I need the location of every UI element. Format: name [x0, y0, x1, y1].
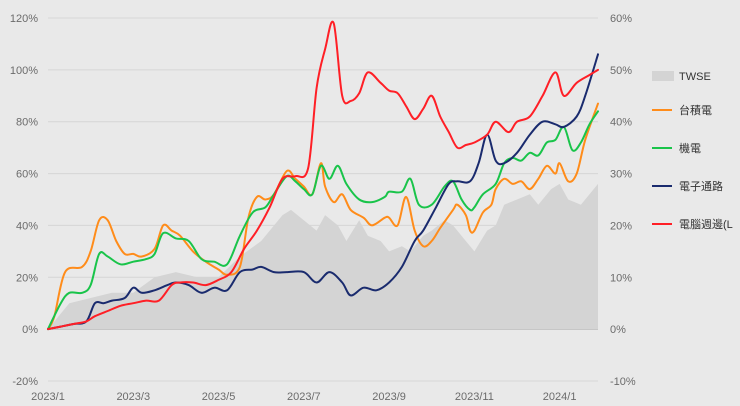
series-line-series-1	[47, 102, 599, 331]
x-tick-label: 2023/9	[372, 391, 406, 403]
left-y-tick-label: 100%	[10, 65, 38, 77]
left-y-axis: -20% 0% 20% 40% 60% 80% 100% 120%	[10, 13, 38, 388]
left-y-tick-label: -20%	[12, 376, 38, 388]
left-y-tick-label: 20%	[16, 272, 38, 284]
legend-label: 電腦週邊(L	[679, 217, 733, 231]
right-y-tick-label: 0%	[610, 324, 626, 336]
right-y-tick-label: -10%	[610, 376, 636, 388]
legend-label: 機電	[679, 141, 701, 155]
legend-label: 台積電	[679, 103, 712, 117]
right-y-tick-label: 20%	[610, 220, 632, 232]
series-line-l	[47, 20, 599, 331]
right-y-tick-label: 60%	[610, 13, 632, 25]
right-y-tick-label: 40%	[610, 117, 632, 129]
x-tick-label: 2023/5	[202, 391, 236, 403]
x-tick-label: 2023/7	[287, 391, 321, 403]
x-tick-label: 2023/11	[455, 391, 494, 403]
right-y-tick-label: 10%	[610, 272, 632, 284]
x-tick-label: 2023/1	[31, 391, 65, 403]
legend-label: 電子通路	[679, 180, 723, 193]
right-y-tick-label: 50%	[610, 65, 632, 77]
legend-swatch	[652, 71, 674, 81]
right-y-tick-label: 30%	[610, 169, 632, 181]
area-series	[48, 183, 598, 330]
left-y-tick-label: 40%	[16, 220, 38, 232]
legend-label: TWSE	[679, 71, 711, 83]
left-y-tick-label: 0%	[22, 324, 38, 336]
series-line-series-2	[47, 110, 599, 331]
right-y-axis: -10% 0% 10% 20% 30% 40% 50% 60%	[610, 13, 636, 388]
left-y-tick-label: 80%	[16, 117, 38, 129]
series-line-series-3	[47, 53, 599, 331]
x-axis: 2023/1 2023/3 2023/5 2023/7 2023/9 2023/11 202…	[31, 391, 576, 403]
line-series	[47, 20, 599, 331]
x-tick-label: 2023/3	[116, 391, 150, 403]
left-y-tick-label: 60%	[16, 169, 38, 181]
x-tick-label: 2024/1	[543, 391, 577, 403]
left-y-tick-label: 120%	[10, 13, 38, 25]
area-twse	[48, 183, 598, 330]
